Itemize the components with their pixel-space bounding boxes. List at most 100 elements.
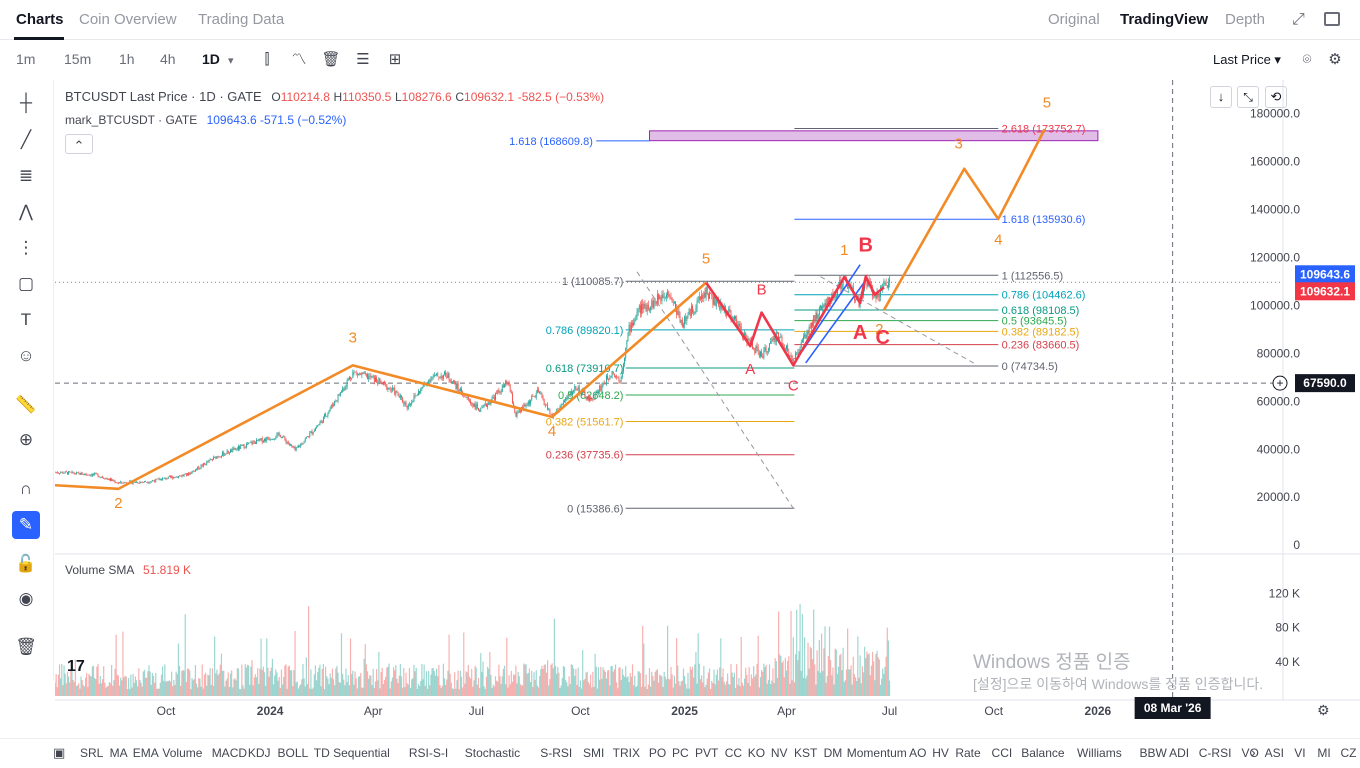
pattern-icon[interactable]: ⋀: [19, 202, 33, 221]
indicator-dm[interactable]: DM: [823, 746, 843, 760]
zoom-icon[interactable]: ⊕: [18, 430, 34, 449]
indicator-pc[interactable]: PC: [671, 746, 689, 760]
indicator-ma[interactable]: MA: [109, 746, 128, 760]
volume-bar: [188, 668, 190, 696]
indicator-kdj[interactable]: KDJ: [247, 746, 271, 760]
volume-bar: [443, 678, 446, 696]
chevron-right-icon[interactable]: ›: [1251, 744, 1256, 760]
delete-icon[interactable]: 🗑: [15, 637, 37, 656]
candle-body: [223, 452, 225, 456]
draw-mode-icon[interactable]: ✎: [12, 511, 40, 539]
price-chart-svg[interactable]: 1 (110085.7)0.786 (89820.1)0.618 (73910.…: [54, 80, 1360, 728]
lock-icon[interactable]: 🔓: [15, 554, 37, 573]
indicator-asi[interactable]: ASI: [1264, 746, 1284, 760]
view-original[interactable]: Original: [1048, 11, 1100, 28]
indicator-stochastic[interactable]: Stochastic: [464, 746, 521, 760]
volume-bar: [567, 686, 569, 696]
indicator-td-sequential[interactable]: TD Sequential: [313, 746, 390, 760]
volume-bar: [650, 686, 652, 696]
indicator-ko[interactable]: KO: [747, 746, 766, 760]
collapse-scale-button[interactable]: ⤡: [1237, 86, 1259, 108]
indicator-c-rsi[interactable]: C-RSI: [1198, 746, 1232, 760]
indicator-cci[interactable]: CCI: [991, 746, 1013, 760]
list-icon[interactable]: ☰: [356, 51, 370, 68]
chart-area[interactable]: 1 (110085.7) 0.786 (89820.1) 0.618 (73910.…: [54, 80, 1360, 728]
camera-icon[interactable]: ⌾: [1302, 51, 1312, 68]
candle-body: [606, 375, 607, 384]
volume-bar: [174, 684, 176, 696]
candle-body: [457, 383, 459, 390]
text-icon[interactable]: T: [20, 310, 32, 329]
fullscreen-icon[interactable]: ⤢: [1292, 11, 1305, 28]
indicator-vo[interactable]: VO: [1241, 746, 1259, 760]
grid-icon[interactable]: ⊞: [388, 51, 402, 68]
fib-icon[interactable]: ≣: [18, 166, 34, 185]
trash-icon[interactable]: 🗑: [321, 51, 341, 68]
legend-low: 108276.6: [401, 90, 452, 104]
timeframe-1h[interactable]: 1h: [119, 51, 135, 67]
indicator-balance[interactable]: Balance: [1021, 746, 1065, 760]
indicator-po[interactable]: PO: [648, 746, 667, 760]
indicator-vi[interactable]: VI: [1294, 746, 1306, 760]
indicator-rate[interactable]: Rate: [955, 746, 981, 760]
timeframe-4h[interactable]: 4h: [160, 51, 176, 67]
volume-bar: [857, 636, 859, 696]
timeframe-15m[interactable]: 15m: [64, 51, 92, 67]
crosshair-icon[interactable]: ┼: [19, 93, 33, 112]
view-depth[interactable]: Depth: [1225, 11, 1266, 28]
volume-bar: [228, 686, 230, 696]
tab-coin-overview[interactable]: Coin Overview: [79, 11, 177, 28]
wave-line: [882, 128, 1046, 311]
chevron-down-icon[interactable]: ▾: [228, 55, 234, 67]
settings-icon[interactable]: ⚙: [1328, 51, 1342, 68]
candle-body: [284, 436, 286, 440]
indicator-cz[interactable]: CZ: [1340, 746, 1357, 760]
indicator-icon[interactable]: 〽: [291, 51, 307, 68]
indicator-s-rsi[interactable]: S-RSI: [540, 746, 573, 760]
indicator-boll[interactable]: BOLL: [277, 746, 309, 760]
scroll-down-button[interactable]: ↓: [1210, 86, 1232, 108]
tab-charts[interactable]: Charts: [16, 11, 64, 28]
indicator-bbw[interactable]: BBW: [1139, 746, 1167, 760]
reset-scale-button[interactable]: ⟲: [1265, 86, 1287, 108]
timeframe-1d[interactable]: 1D: [202, 51, 220, 67]
indicator-nv[interactable]: NV: [770, 746, 788, 760]
indicator-kst[interactable]: KST: [794, 746, 818, 760]
indicator-macd[interactable]: MACD: [211, 746, 248, 760]
volume-bar: [107, 685, 109, 696]
tab-trading-data[interactable]: Trading Data: [198, 11, 285, 28]
brush-icon[interactable]: ⋮: [17, 238, 35, 257]
shape-icon[interactable]: ▢: [17, 274, 35, 293]
indicator-cc[interactable]: CC: [724, 746, 743, 760]
candle-body: [702, 295, 704, 299]
indicator-williams[interactable]: Williams: [1077, 746, 1122, 760]
time-settings-icon[interactable]: ⚙: [1317, 702, 1330, 718]
indicator-srl[interactable]: SRL: [80, 746, 104, 760]
indicator-momentum[interactable]: Momentum: [846, 746, 907, 760]
volume-bar: [457, 670, 459, 696]
indicator-smi[interactable]: SMI: [583, 746, 605, 760]
indicator-ao[interactable]: AO: [909, 746, 927, 760]
indicator-trix[interactable]: TRIX: [612, 746, 640, 760]
calendar-icon[interactable]: ▣: [53, 745, 66, 760]
indicator-ema[interactable]: EMA: [132, 746, 159, 760]
legend-collapse-button[interactable]: ⌃: [65, 134, 93, 154]
indicator-adi[interactable]: ADI: [1169, 746, 1190, 760]
view-tradingview[interactable]: TradingView: [1120, 11, 1209, 28]
volume-bar: [412, 678, 414, 696]
trendline-icon[interactable]: ╱: [20, 130, 32, 149]
indicator-pvt[interactable]: PVT: [695, 746, 719, 760]
emoji-icon[interactable]: ☺: [17, 346, 35, 365]
timeframe-1m[interactable]: 1m: [16, 51, 36, 67]
price-mode-select[interactable]: Last Price ▾: [1213, 52, 1281, 67]
indicator-mi[interactable]: MI: [1317, 746, 1331, 760]
indicator-volume[interactable]: Volume: [162, 746, 203, 760]
candle-type-icon[interactable]: ⫿: [264, 51, 270, 68]
ruler-icon[interactable]: 📏: [15, 395, 37, 414]
candle-body: [586, 396, 588, 400]
window-icon[interactable]: [1324, 12, 1340, 26]
magnet-icon[interactable]: ∩: [19, 479, 33, 498]
indicator-hv[interactable]: HV: [932, 746, 949, 760]
indicator-rsi-s-i[interactable]: RSI-S-I: [408, 746, 449, 760]
eye-icon[interactable]: ◉: [18, 589, 34, 608]
